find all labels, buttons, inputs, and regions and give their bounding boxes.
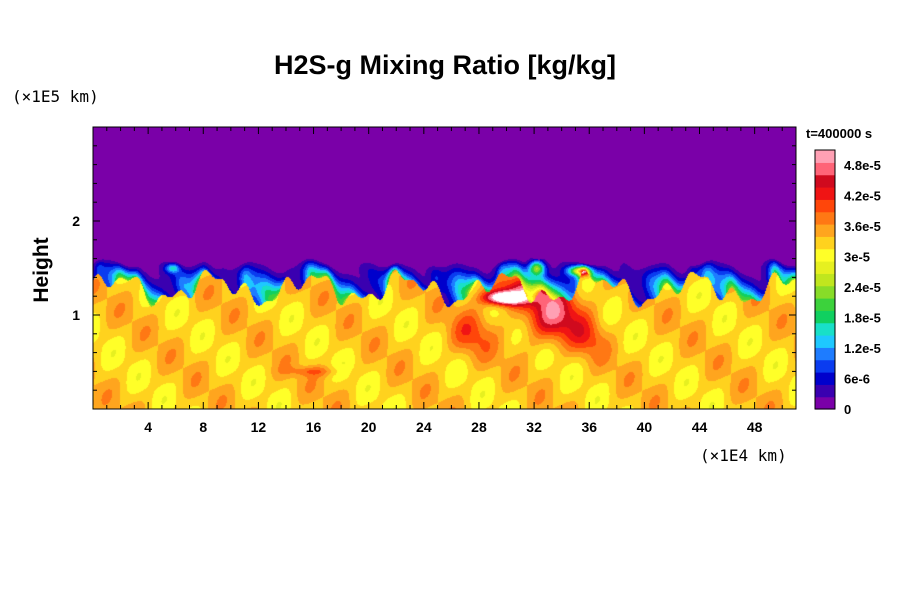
colorbar-swatch — [815, 359, 835, 373]
colorbar-label: 0 — [844, 402, 851, 417]
colorbar-swatch — [815, 261, 835, 274]
y-axis-label: Height — [30, 237, 53, 302]
colorbar-swatch — [815, 236, 835, 250]
colorbar-swatch — [815, 335, 835, 348]
x-tick-label: 4 — [144, 419, 152, 435]
x-tick-label: 24 — [416, 419, 432, 435]
x-tick-label: 8 — [199, 419, 207, 435]
colorbar-swatch — [815, 322, 835, 336]
x-tick-label: 40 — [637, 419, 653, 435]
x-tick-label: 44 — [692, 419, 708, 435]
colorbar-swatch — [815, 384, 835, 398]
colorbar-label: 4.2e-5 — [844, 189, 881, 204]
colorbar-swatch — [815, 372, 835, 385]
colorbar-label: 6e-6 — [844, 372, 870, 387]
time-label: t=400000 s — [806, 126, 872, 141]
colorbar-swatch — [815, 285, 835, 299]
y-tick-label: 2 — [72, 213, 80, 229]
colorbar: 4.8e-5 4.2e-5 3.6e-5 3e-5 2.4e-5 1.8e-5 1.2e-5… — [814, 149, 881, 417]
x-unit-label: (×1E4 km) — [700, 446, 787, 465]
colorbar-frame — [814, 149, 836, 410]
colorbar-label: 3e-5 — [844, 250, 870, 265]
colorbar-label: 3.6e-5 — [844, 219, 881, 234]
y-axis: 12 — [72, 145, 796, 391]
colorbar-label: 1.2e-5 — [844, 341, 881, 356]
x-axis: 4 8 12 16 20 24 28 32 36 40 44 48 — [106, 127, 783, 435]
colorbar-swatch — [815, 396, 835, 410]
colorbar-swatch — [815, 150, 835, 163]
x-tick-label: 32 — [526, 419, 542, 435]
colorbar-swatch — [815, 199, 835, 213]
x-tick-label: 48 — [747, 419, 763, 435]
colorbar-swatch — [815, 162, 835, 176]
colorbar-swatch — [815, 224, 835, 237]
x-tick-label: 28 — [471, 419, 487, 435]
colorbar-swatch — [815, 211, 835, 225]
heatmap-field — [93, 127, 796, 409]
colorbar-label: 1.8e-5 — [844, 311, 881, 326]
x-tick-label: 36 — [581, 419, 597, 435]
colorbar-swatch — [815, 310, 835, 324]
colorbar-swatch — [815, 248, 835, 262]
colorbar-label: 4.8e-5 — [844, 158, 881, 173]
colorbar-label: 2.4e-5 — [844, 280, 881, 295]
colorbar-swatch — [815, 187, 835, 200]
x-tick-label: 12 — [251, 419, 267, 435]
colorbar-swatch — [815, 174, 835, 188]
chart-title: H2S-g Mixing Ratio [kg/kg] — [274, 50, 616, 80]
x-tick-label: 20 — [361, 419, 377, 435]
colorbar-swatch — [815, 273, 835, 287]
colorbar-swatch — [815, 298, 835, 311]
colorbar-swatch — [815, 347, 835, 361]
y-unit-label: (×1E5 km) — [12, 87, 99, 106]
plot-frame — [92, 126, 797, 410]
x-tick-label: 16 — [306, 419, 322, 435]
plot-area — [92, 126, 797, 410]
y-tick-label: 1 — [72, 307, 80, 323]
